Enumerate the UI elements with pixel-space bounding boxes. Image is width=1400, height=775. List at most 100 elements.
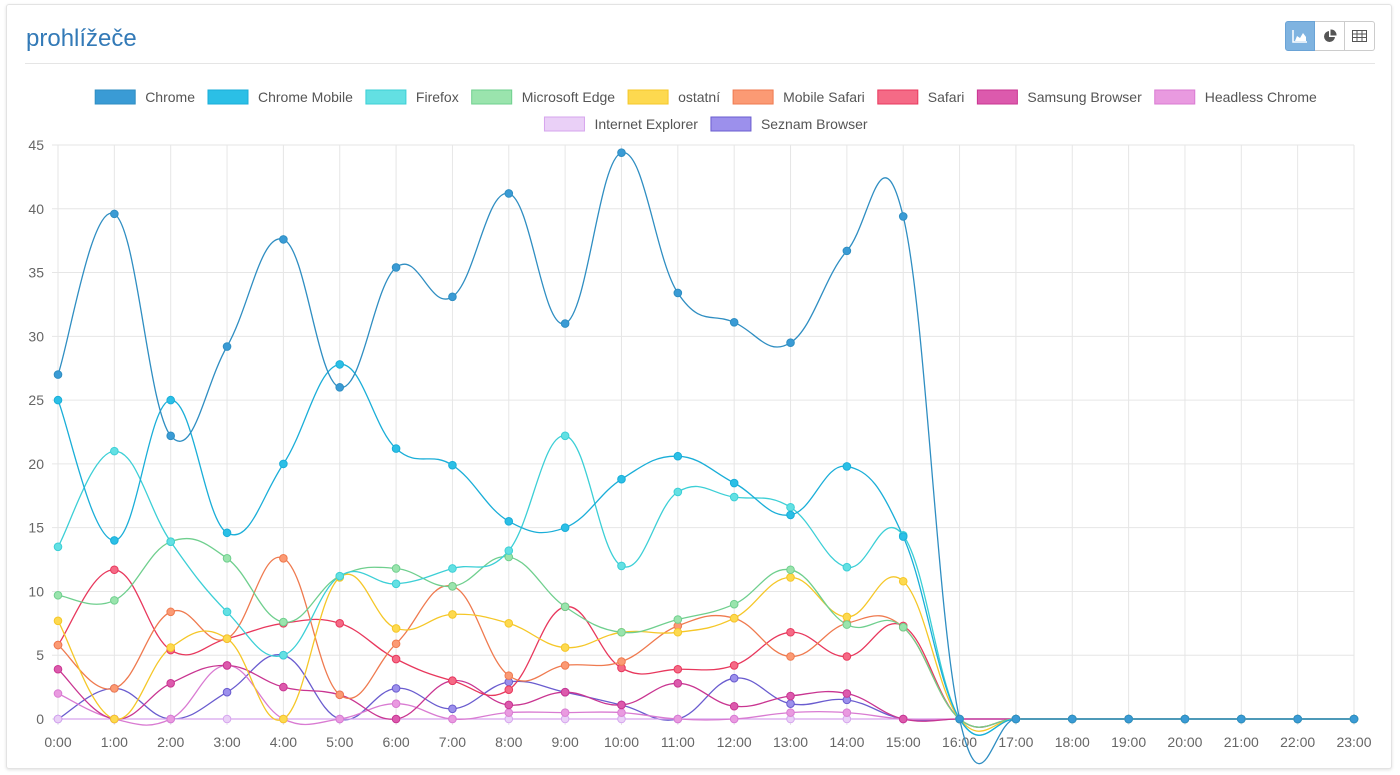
- data-point-headless-chrome[interactable]: [729, 714, 739, 724]
- data-point-chrome-mobile[interactable]: [560, 523, 570, 532]
- data-point-chrome[interactable]: [673, 288, 683, 298]
- data-point-firefox[interactable]: [729, 492, 739, 502]
- data-point-microsoft-edge[interactable]: [391, 564, 401, 573]
- data-point-chrome-mobile[interactable]: [448, 460, 457, 470]
- data-point-microsoft-edge[interactable]: [729, 599, 739, 609]
- data-point-mobile-safari[interactable]: [279, 553, 288, 563]
- area-chart-view-button[interactable]: [1285, 21, 1315, 51]
- data-point-chrome-mobile[interactable]: [279, 459, 288, 469]
- data-point-samsung-browser[interactable]: [786, 691, 795, 701]
- data-point-mobile-safari[interactable]: [335, 690, 345, 700]
- data-point-chrome[interactable]: [560, 319, 570, 328]
- data-point-chrome[interactable]: [53, 370, 63, 379]
- data-point-ostatni[interactable]: [673, 627, 683, 637]
- legend-item-safari[interactable]: Safari: [877, 89, 965, 105]
- data-point-chrome-mobile[interactable]: [222, 528, 232, 538]
- data-point-chrome[interactable]: [391, 263, 401, 272]
- data-point-ostatni[interactable]: [786, 573, 795, 582]
- data-point-headless-chrome[interactable]: [166, 714, 175, 724]
- data-point-samsung-browser[interactable]: [166, 678, 175, 688]
- data-point-microsoft-edge[interactable]: [110, 596, 119, 605]
- data-point-microsoft-edge[interactable]: [53, 590, 63, 600]
- data-point-firefox[interactable]: [673, 487, 683, 497]
- data-point-ostatni[interactable]: [448, 610, 457, 619]
- data-point-chrome[interactable]: [335, 383, 345, 392]
- data-point-microsoft-edge[interactable]: [448, 582, 457, 591]
- data-point-ostatni[interactable]: [504, 619, 514, 628]
- data-point-mobile-safari[interactable]: [110, 684, 119, 693]
- data-point-headless-chrome[interactable]: [53, 689, 63, 698]
- data-point-samsung-browser[interactable]: [617, 700, 626, 710]
- data-point-firefox[interactable]: [786, 502, 795, 512]
- data-point-chrome[interactable]: [1293, 714, 1302, 724]
- data-point-chrome[interactable]: [786, 338, 795, 348]
- data-point-safari[interactable]: [110, 565, 119, 575]
- data-point-chrome[interactable]: [1011, 714, 1021, 724]
- data-point-headless-chrome[interactable]: [504, 708, 514, 717]
- data-point-seznam-browser[interactable]: [222, 687, 232, 697]
- data-point-mobile-safari[interactable]: [166, 607, 175, 617]
- data-point-headless-chrome[interactable]: [786, 708, 795, 717]
- pie-chart-view-button[interactable]: [1315, 21, 1345, 51]
- data-point-chrome[interactable]: [110, 209, 119, 219]
- data-point-chrome[interactable]: [448, 292, 457, 302]
- data-point-ostatni[interactable]: [391, 624, 401, 633]
- data-point-samsung-browser[interactable]: [898, 714, 908, 724]
- data-point-chrome[interactable]: [842, 246, 852, 256]
- data-point-firefox[interactable]: [110, 446, 119, 456]
- data-point-firefox[interactable]: [560, 431, 570, 441]
- data-point-microsoft-edge[interactable]: [786, 565, 795, 575]
- data-point-mobile-safari[interactable]: [504, 671, 514, 680]
- data-point-ostatni[interactable]: [166, 643, 175, 652]
- data-point-safari[interactable]: [504, 685, 514, 694]
- data-point-ostatni[interactable]: [222, 634, 232, 643]
- legend-item-ostatni[interactable]: ostatní: [627, 89, 720, 105]
- data-point-chrome-mobile[interactable]: [166, 395, 175, 405]
- data-point-safari[interactable]: [391, 654, 401, 664]
- legend-item-seznam-browser[interactable]: Seznam Browser: [710, 116, 868, 132]
- data-point-ostatni[interactable]: [279, 714, 288, 724]
- data-point-safari[interactable]: [673, 664, 683, 674]
- data-point-firefox[interactable]: [504, 546, 514, 555]
- data-point-mobile-safari[interactable]: [617, 657, 626, 666]
- data-point-samsung-browser[interactable]: [279, 682, 288, 692]
- data-point-samsung-browser[interactable]: [222, 661, 232, 670]
- data-point-safari[interactable]: [729, 661, 739, 670]
- data-point-chrome[interactable]: [1349, 714, 1359, 724]
- table-view-button[interactable]: [1345, 21, 1375, 51]
- data-point-microsoft-edge[interactable]: [842, 620, 852, 629]
- data-point-microsoft-edge[interactable]: [673, 615, 683, 624]
- data-point-samsung-browser[interactable]: [391, 714, 401, 724]
- data-point-safari[interactable]: [335, 619, 345, 628]
- data-point-chrome-mobile[interactable]: [842, 462, 852, 471]
- data-point-chrome[interactable]: [729, 318, 739, 327]
- data-point-seznam-browser[interactable]: [448, 704, 457, 714]
- data-point-headless-chrome[interactable]: [335, 714, 345, 724]
- data-point-headless-chrome[interactable]: [391, 699, 401, 708]
- data-point-firefox[interactable]: [53, 542, 63, 552]
- legend-item-chrome[interactable]: Chrome: [94, 89, 195, 105]
- data-point-chrome[interactable]: [1067, 714, 1077, 724]
- data-point-chrome-mobile[interactable]: [786, 510, 795, 520]
- data-point-chrome[interactable]: [222, 342, 232, 351]
- data-point-safari[interactable]: [842, 652, 852, 661]
- data-point-chrome-mobile[interactable]: [335, 360, 345, 369]
- data-point-mobile-safari[interactable]: [786, 652, 795, 661]
- data-point-chrome-mobile[interactable]: [729, 478, 739, 488]
- data-point-chrome[interactable]: [504, 189, 514, 198]
- data-point-firefox[interactable]: [448, 564, 457, 573]
- data-point-ostatni[interactable]: [53, 616, 63, 626]
- data-point-chrome-mobile[interactable]: [110, 536, 119, 545]
- data-point-safari[interactable]: [448, 676, 457, 686]
- data-point-headless-chrome[interactable]: [560, 708, 570, 717]
- data-point-chrome-mobile[interactable]: [391, 444, 401, 453]
- data-point-headless-chrome[interactable]: [673, 714, 683, 724]
- data-point-chrome[interactable]: [279, 235, 288, 244]
- data-point-firefox[interactable]: [166, 537, 175, 546]
- data-point-chrome[interactable]: [617, 148, 626, 157]
- data-point-samsung-browser[interactable]: [560, 687, 570, 697]
- data-point-chrome[interactable]: [1180, 714, 1190, 724]
- data-point-chrome[interactable]: [1237, 714, 1246, 724]
- data-point-firefox[interactable]: [222, 607, 232, 617]
- data-point-chrome-mobile[interactable]: [617, 474, 626, 484]
